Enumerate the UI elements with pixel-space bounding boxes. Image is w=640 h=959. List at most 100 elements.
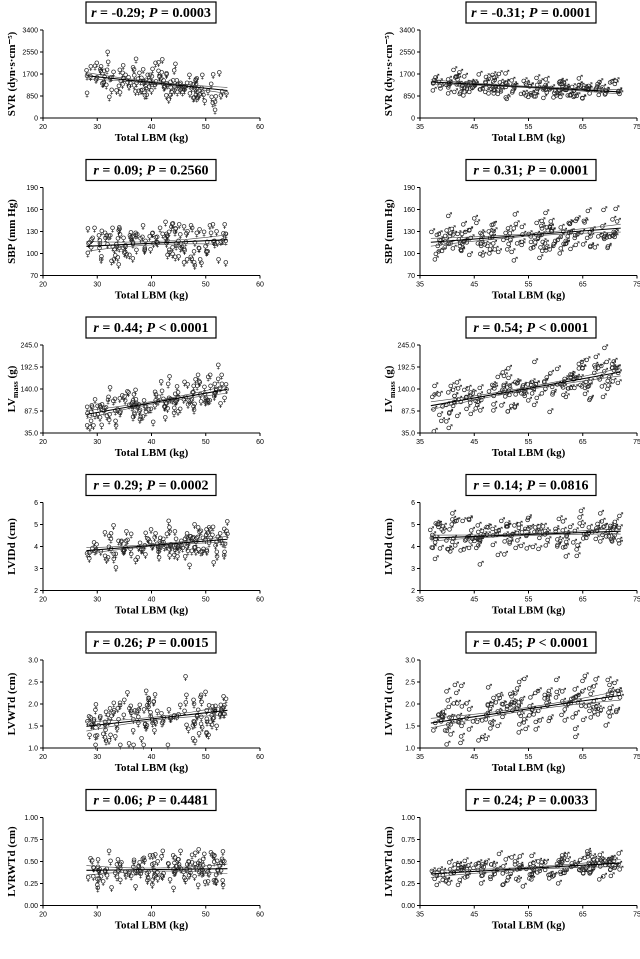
data-point: ♂	[607, 712, 614, 721]
data-point: ♀	[87, 732, 93, 741]
data-point: ♀	[163, 235, 169, 244]
data-point: ♀	[163, 543, 169, 552]
data-point: ♂	[563, 83, 570, 92]
data-point: ♀	[170, 77, 176, 86]
data-point: ♀	[178, 244, 184, 253]
data-point: ♂	[454, 377, 461, 386]
data-point: ♀	[147, 852, 153, 861]
data-point: ♀	[136, 863, 142, 872]
data-point: ♀	[187, 561, 193, 570]
scatter-points: ♂♂♂♂♂♂♂♂♂♂♂♂♂♂♂♂♂♂♂♂♂♂♂♂♂♂♂♂♂♂♂♂♂♂♂♂♂♂♂♂…	[429, 204, 622, 265]
data-point: ♂	[512, 860, 519, 869]
data-point: ♂	[475, 397, 482, 406]
data-point: ♀	[222, 549, 228, 558]
x-tick-label: 60	[256, 439, 264, 446]
data-point: ♂	[569, 859, 576, 868]
data-point: ♀	[214, 553, 220, 562]
data-point: ♀	[210, 851, 216, 860]
data-point: ♂	[530, 858, 537, 867]
data-point: ♀	[197, 256, 203, 265]
data-point: ♀	[191, 407, 197, 416]
data-point: ♂	[491, 381, 498, 390]
data-point: ♀	[151, 699, 157, 708]
data-point: ♂	[491, 405, 498, 414]
data-point: ♀	[195, 533, 201, 542]
data-point: ♂	[445, 83, 452, 92]
data-point: ♀	[194, 85, 200, 94]
data-point: ♀	[159, 853, 165, 862]
data-point: ♂	[579, 521, 586, 530]
data-point: ♀	[151, 860, 157, 869]
data-point: ♂	[508, 869, 515, 878]
data-point: ♂	[439, 246, 446, 255]
data-point: ♀	[148, 526, 154, 535]
data-point: ♀	[184, 543, 190, 552]
data-point: ♀	[183, 876, 189, 885]
data-point: ♀	[140, 546, 146, 555]
data-point: ♀	[127, 232, 133, 241]
data-point: ♀	[156, 393, 162, 402]
data-point: ♀	[206, 524, 212, 533]
data-point: ♂	[542, 693, 549, 702]
data-point: ♀	[152, 851, 158, 860]
data-point: ♀	[221, 693, 227, 702]
data-point: ♀	[92, 707, 98, 716]
data-point: ♀	[194, 534, 200, 543]
data-point: ♂	[520, 381, 527, 390]
data-point: ♂	[572, 724, 579, 733]
data-point: ♀	[194, 229, 200, 238]
data-point: ♀	[197, 391, 203, 400]
data-point: ♀	[149, 543, 155, 552]
data-point: ♀	[184, 530, 190, 539]
data-point: ♂	[543, 85, 550, 94]
data-point: ♀	[213, 385, 219, 394]
data-point: ♂	[586, 522, 593, 531]
data-point: ♂	[453, 71, 460, 80]
data-point: ♂	[537, 866, 544, 875]
ci-upper-line	[86, 705, 228, 722]
data-point: ♀	[146, 697, 152, 706]
data-point: ♂	[491, 866, 498, 875]
data-point: ♂	[480, 871, 487, 880]
stat-box	[465, 158, 597, 182]
data-point: ♂	[562, 705, 569, 714]
x-tick-label: 35	[416, 912, 424, 919]
data-point: ♂	[535, 233, 542, 242]
data-point: ♀	[151, 727, 157, 736]
data-point: ♀	[200, 92, 206, 101]
data-point: ♀	[210, 703, 216, 712]
data-point: ♂	[462, 872, 469, 881]
data-point: ♂	[554, 364, 561, 373]
data-point: ♂	[473, 404, 480, 413]
data-point: ♂	[516, 720, 523, 729]
data-point: ♀	[153, 59, 159, 68]
data-point: ♂	[581, 216, 588, 225]
y-tick-label: 0.00	[24, 903, 38, 910]
data-point: ♂	[576, 81, 583, 90]
data-point: ♀	[187, 533, 193, 542]
data-point: ♀	[161, 544, 167, 553]
data-point: ♀	[148, 246, 154, 255]
data-point: ♀	[211, 877, 217, 886]
data-point: ♀	[203, 531, 209, 540]
data-point: ♀	[217, 712, 223, 721]
data-point: ♀	[214, 539, 220, 548]
data-point: ♀	[189, 859, 195, 868]
data-point: ♀	[116, 537, 122, 546]
data-point: ♀	[172, 545, 178, 554]
data-point: ♀	[103, 234, 109, 243]
data-point: ♂	[450, 537, 457, 546]
data-point: ♂	[606, 372, 613, 381]
data-point: ♀	[182, 553, 188, 562]
data-point: ♂	[483, 734, 490, 743]
data-point: ♀	[84, 718, 90, 727]
x-axis-label: Total LBM (kg)	[115, 447, 189, 459]
data-point: ♂	[488, 860, 495, 869]
x-tick-label: 55	[525, 439, 533, 446]
data-point: ♂	[478, 395, 485, 404]
data-point: ♂	[612, 530, 619, 539]
data-point: ♀	[206, 702, 212, 711]
data-point: ♀	[193, 376, 199, 385]
data-point: ♀	[129, 237, 135, 246]
data-point: ♀	[96, 232, 102, 241]
